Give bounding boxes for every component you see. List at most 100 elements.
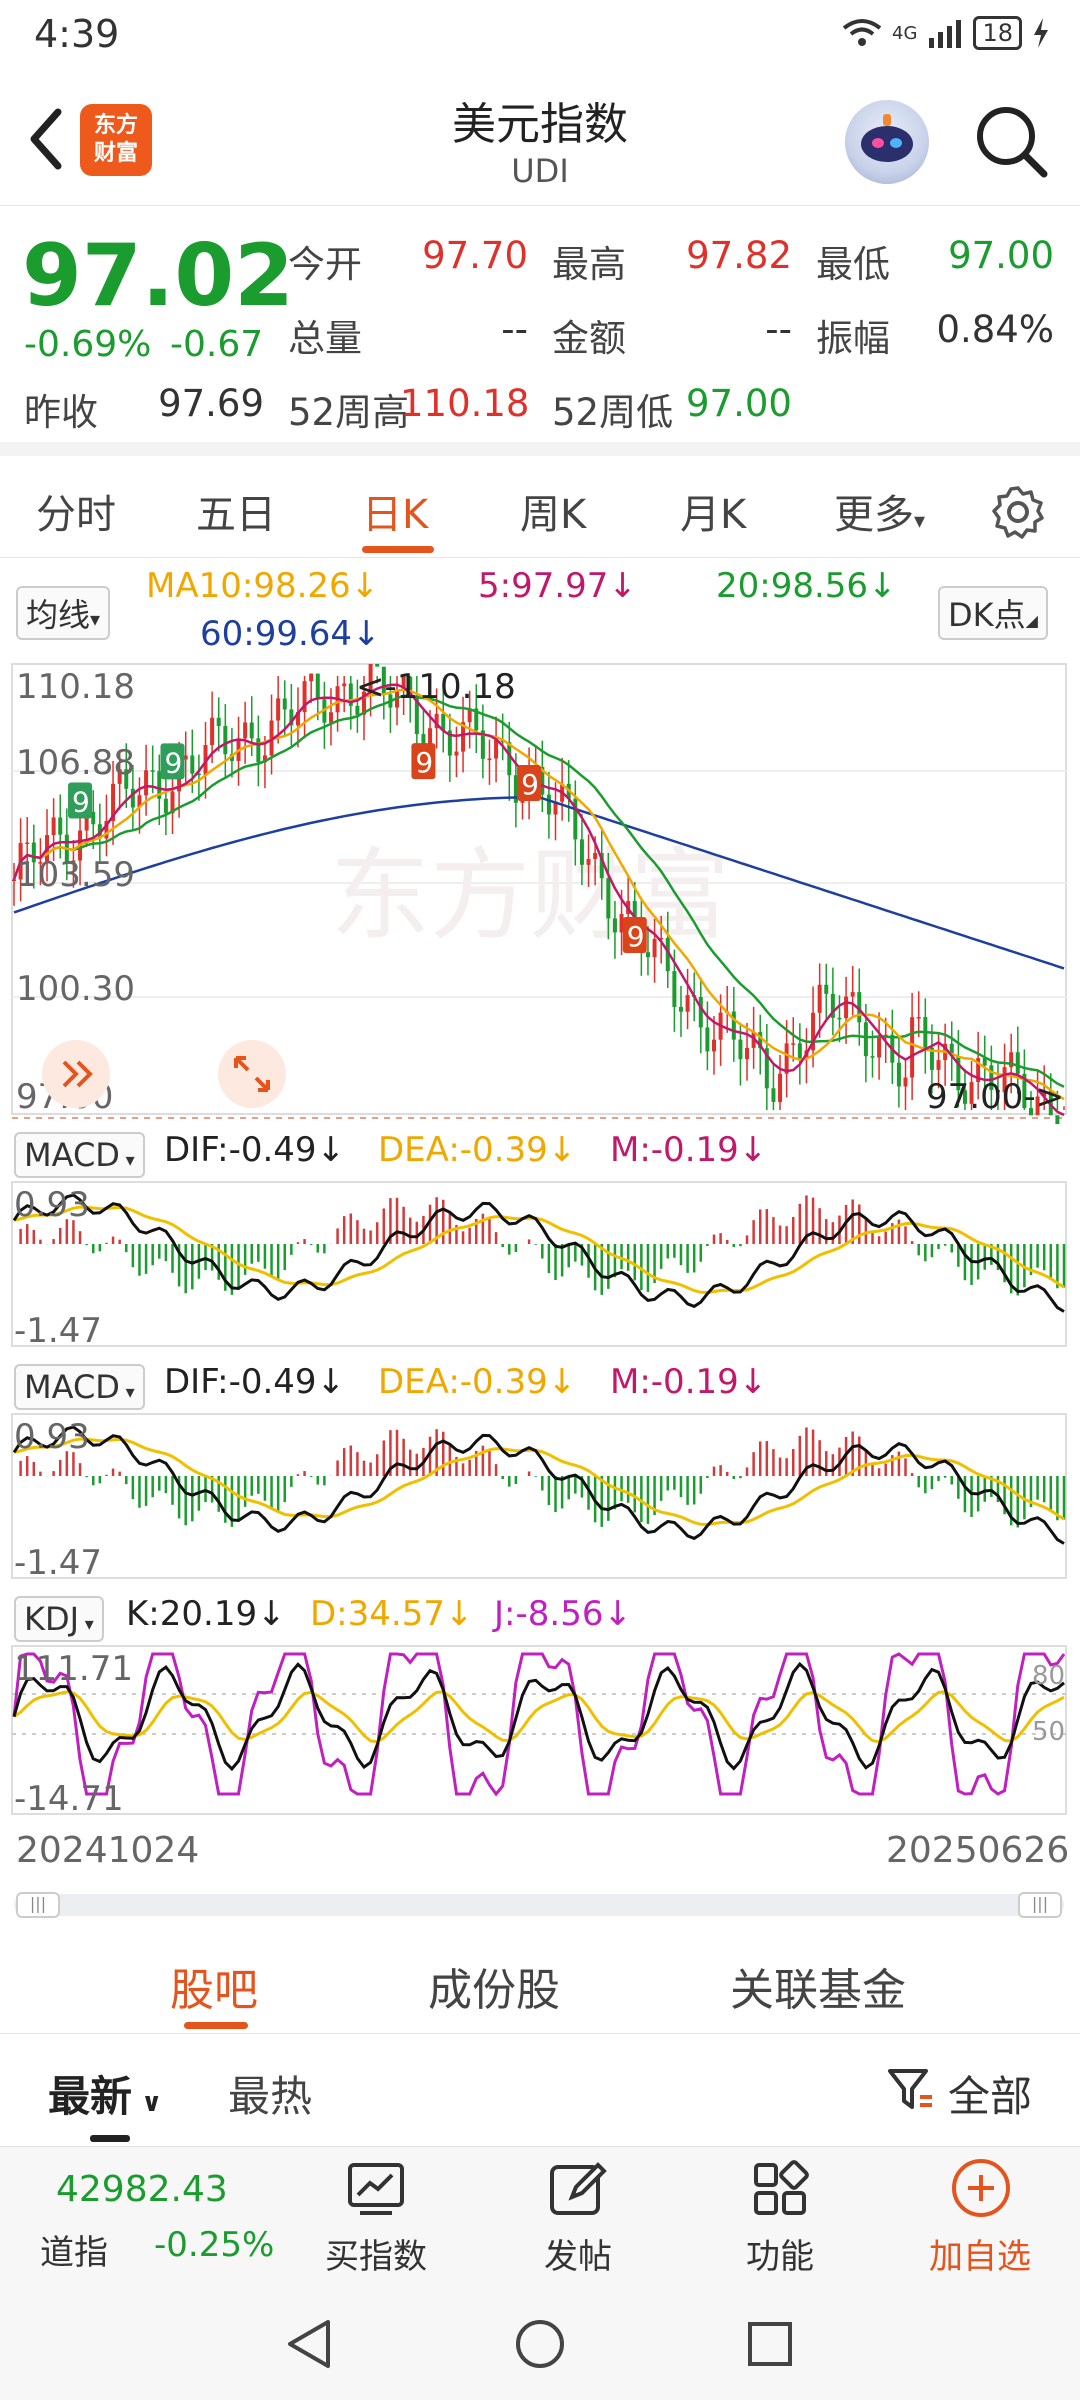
candle-body: [837, 1017, 842, 1020]
filter-icon[interactable]: [886, 2065, 936, 2115]
candle-body: [956, 1056, 961, 1091]
kdj-selector[interactable]: KDJ ▾: [14, 1596, 104, 1642]
range-scroller[interactable]: ||| |||: [14, 1892, 1064, 1918]
y-tick: 106.88: [16, 743, 135, 783]
signal-marker-badge: [622, 916, 647, 953]
ma10-value: MA10:98.26↓: [146, 566, 380, 606]
signal-marker-badge: [160, 743, 185, 780]
candle-body: [976, 1058, 981, 1083]
low-label: 最低: [816, 243, 890, 286]
dk-point-selector[interactable]: DK点◢: [938, 586, 1048, 640]
add-circle-icon[interactable]: [950, 2157, 1012, 2219]
candle-body: [355, 705, 360, 715]
macd-chart-2[interactable]: 0.93 -1.47: [0, 1412, 1080, 1582]
functions-button[interactable]: 功能: [746, 2237, 814, 2277]
candle-body: [1009, 1052, 1014, 1068]
candle-body: [778, 1073, 783, 1102]
candle-body: [401, 676, 406, 691]
candlestick-chart[interactable]: 东方财富 9 9 9 9 9 110.18 106.88 103.59 100.30 9…: [0, 660, 1080, 1124]
tab-daily-k[interactable]: 日K: [362, 492, 429, 538]
macd-dea: DEA:-0.39↓: [378, 1130, 577, 1170]
macd-dea-2: DEA:-0.39↓: [378, 1362, 577, 1402]
candle-body: [196, 773, 201, 776]
candle-body: [315, 673, 320, 700]
tab-more[interactable]: 更多▾: [834, 492, 926, 538]
tab-monthly-k[interactable]: 月K: [680, 492, 747, 538]
candle-body: [124, 769, 129, 789]
wifi-icon: [842, 19, 882, 46]
candle-body: [1015, 1052, 1020, 1074]
candle-body: [745, 1047, 750, 1060]
candle-body: [190, 755, 195, 774]
chart-trend-icon[interactable]: [346, 2159, 406, 2219]
status-icons: 4G 18: [842, 16, 1050, 50]
nav-recents-icon[interactable]: [746, 2320, 794, 2368]
tab-weekly-k[interactable]: 周K: [520, 492, 587, 538]
assistant-avatar[interactable]: [845, 100, 929, 184]
sort-hot[interactable]: 最热: [228, 2072, 313, 2121]
dea-line: [13, 1437, 1065, 1527]
nav-home-icon[interactable]: [514, 2318, 566, 2370]
change-value: -0.67: [170, 324, 264, 365]
k-line: [12, 1661, 1065, 1772]
dow-index-value[interactable]: 42982.43: [56, 2169, 228, 2210]
back-icon[interactable]: [22, 104, 72, 174]
status-time: 4:39: [34, 12, 120, 56]
range-handle-left[interactable]: |||: [16, 1892, 60, 1918]
j-line: [12, 1652, 1066, 1797]
tab-constituents[interactable]: 成份股: [428, 1965, 560, 2016]
add-watchlist-button[interactable]: 加自选: [929, 2237, 1031, 2277]
sort-latest[interactable]: 最新 ∨: [48, 2072, 163, 2121]
post-button[interactable]: 发帖: [544, 2237, 612, 2277]
week52-low-value: 97.00: [686, 382, 792, 425]
candle-body: [302, 681, 307, 713]
candle-body: [434, 713, 439, 729]
candle-body: [513, 775, 518, 803]
ma60-value: 60:99.64↓: [200, 614, 381, 654]
y-tick: 100.30: [16, 969, 135, 1009]
range-handle-right[interactable]: |||: [1018, 1892, 1062, 1918]
network-type: 4G: [892, 22, 918, 44]
candle-body: [910, 1017, 915, 1078]
d-line: [13, 1690, 1065, 1744]
filter-all[interactable]: 全部: [948, 2072, 1033, 2121]
macd-chart[interactable]: 0.93 -1.47: [0, 1180, 1080, 1350]
expand-left-icon[interactable]: [42, 1040, 110, 1108]
candle-body: [659, 938, 664, 940]
candle-body: [368, 663, 373, 692]
candle-body: [989, 1065, 994, 1090]
candle-body: [929, 1047, 934, 1070]
y-tick: -1.47: [14, 1311, 102, 1350]
ma5-value: 5:97.97↓: [478, 566, 637, 606]
edit-icon[interactable]: [548, 2159, 608, 2219]
candle-body: [269, 720, 274, 756]
kdj-chart[interactable]: 111.71 -14.71 80 50: [0, 1644, 1080, 1818]
fullscreen-icon[interactable]: [218, 1040, 286, 1108]
macd-selector[interactable]: MACD ▾: [14, 1132, 145, 1178]
candle-body: [698, 997, 703, 1028]
candle-body: [870, 1056, 875, 1058]
candle-body: [573, 798, 578, 840]
buy-index-button[interactable]: 买指数: [325, 2237, 427, 2277]
grid-apps-icon[interactable]: [750, 2159, 810, 2219]
period-tabs: 分时 五日 日K 周K 月K 更多▾: [0, 460, 1080, 558]
gear-icon[interactable]: [990, 484, 1046, 540]
tab-five-day[interactable]: 五日: [196, 492, 276, 538]
search-icon[interactable]: [970, 100, 1050, 180]
candle-body: [51, 817, 56, 836]
candle-body: [1028, 1108, 1033, 1116]
chevron-down-icon: ▾: [119, 1150, 135, 1171]
ma-selector[interactable]: 均线▾: [16, 586, 111, 640]
candle-body: [414, 696, 419, 735]
y-tick: -1.47: [14, 1543, 102, 1582]
tab-intraday[interactable]: 分时: [36, 492, 116, 538]
candle-body: [262, 755, 267, 763]
macd-selector-2[interactable]: MACD ▾: [14, 1364, 145, 1410]
candle-body: [276, 698, 281, 721]
tab-related-funds[interactable]: 关联基金: [730, 1965, 906, 2016]
candle-body: [877, 1036, 882, 1058]
amount-label: 金额: [552, 317, 626, 360]
nav-back-icon[interactable]: [284, 2318, 334, 2370]
candle-body: [1048, 1090, 1053, 1116]
tab-guba[interactable]: 股吧: [170, 1965, 258, 2016]
